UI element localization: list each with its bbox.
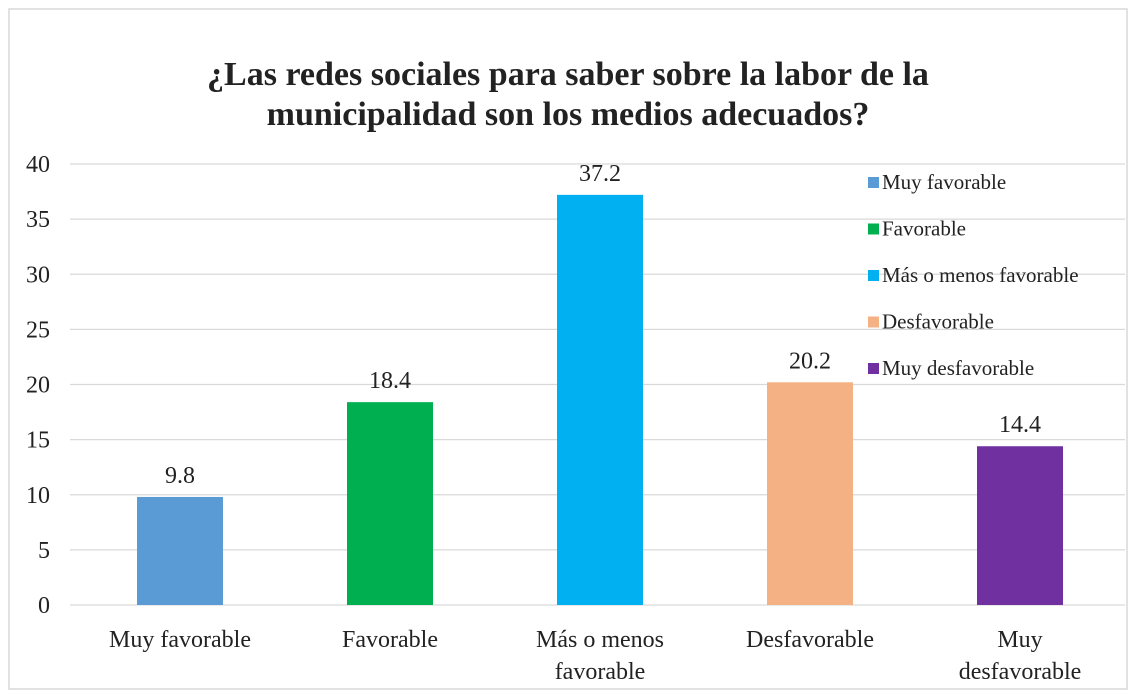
legend-label: Muy favorable [882, 170, 1006, 194]
data-label: 9.8 [165, 463, 195, 489]
y-tick-label: 0 [38, 593, 50, 619]
data-label: 20.2 [789, 348, 831, 374]
y-tick-label: 15 [26, 428, 50, 454]
bar [977, 446, 1063, 605]
bar [347, 402, 433, 605]
x-tick-label: Más o menos favorable [536, 627, 664, 685]
data-label: 18.4 [369, 368, 411, 394]
legend-label: Muy desfavorable [882, 356, 1034, 380]
legend-swatch [868, 363, 879, 374]
y-tick-label: 30 [26, 262, 50, 288]
legend-swatch [868, 270, 879, 281]
y-tick-label: 35 [26, 207, 50, 233]
bar [557, 194, 643, 605]
legend-swatch [868, 223, 879, 235]
x-tick-label: Favorable [342, 627, 438, 653]
data-label: 37.2 [579, 161, 621, 187]
x-tick-label: Muy favorable [109, 627, 251, 653]
legend-label: Desfavorable [882, 310, 994, 334]
x-tick-label: Muy desfavorable [959, 627, 1082, 685]
y-tick-label: 25 [26, 317, 50, 343]
bar [767, 382, 853, 605]
legend-swatch [868, 316, 879, 328]
y-tick-label: 5 [38, 538, 50, 564]
y-tick-label: 20 [26, 373, 50, 399]
x-tick-label: Desfavorable [746, 627, 874, 653]
bar [137, 496, 223, 605]
y-tick-label: 10 [26, 483, 50, 509]
legend-label: Más o menos favorable [882, 263, 1079, 287]
legend-swatch [868, 177, 879, 188]
data-label: 14.4 [999, 412, 1041, 438]
y-tick-label: 40 [26, 152, 50, 178]
legend-label: Favorable [882, 217, 966, 241]
chart-title: ¿Las redes sociales para saber sobre la … [207, 56, 929, 133]
